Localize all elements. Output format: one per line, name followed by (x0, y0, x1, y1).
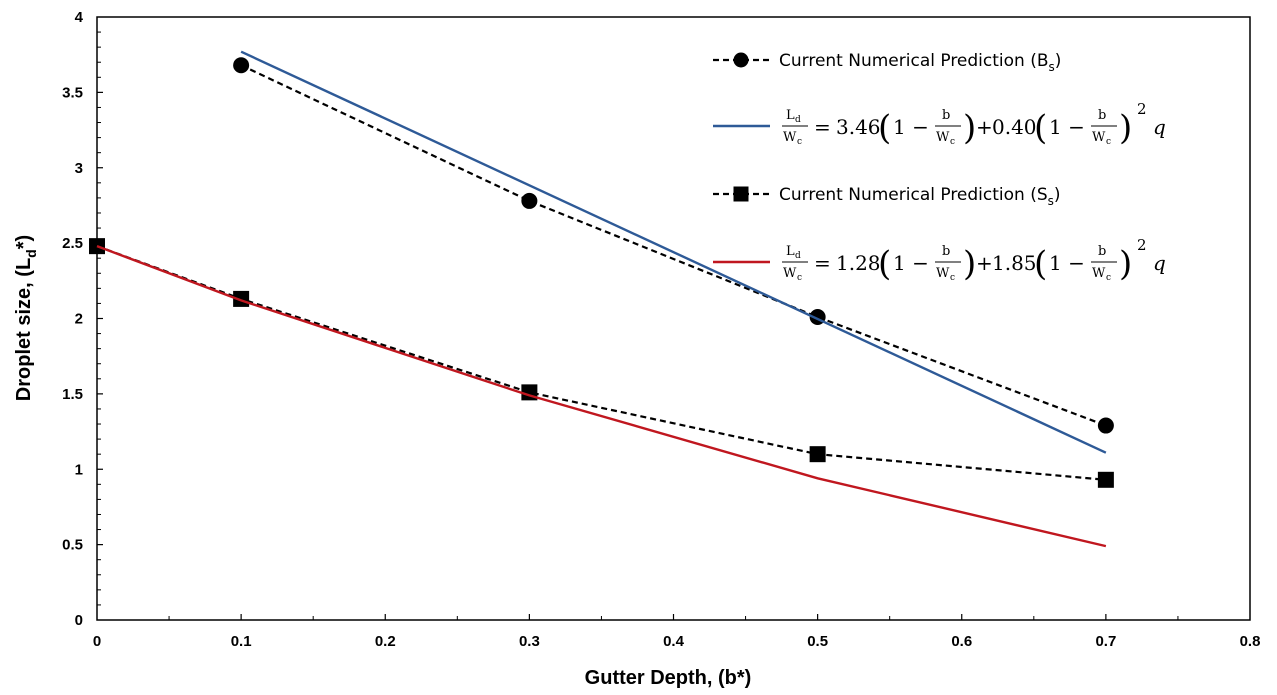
data-point-square (733, 186, 749, 202)
eq-coef1: 1.28 (836, 251, 881, 275)
eq-frac-denominator-sub-2: c (1106, 273, 1111, 283)
y-tick-label: 3.5 (62, 84, 83, 101)
eq-open-paren-1: ( (878, 244, 891, 284)
eq-close-paren-2: ) (1119, 108, 1132, 148)
y-tick-label: 0 (75, 612, 83, 629)
eq-coef2: 1.85 (992, 251, 1037, 275)
eq-open-paren-2: ( (1034, 244, 1047, 284)
eq-one-minus-1: 1 − (893, 115, 929, 139)
data-point-square (1097, 471, 1114, 488)
x-tick-label: 0.2 (375, 633, 396, 650)
legend-label-sub: s (1049, 60, 1055, 74)
eq-close-paren-1: ) (963, 244, 976, 284)
y-axis-label-sub: d (23, 249, 39, 258)
eq-frac-numerator-1: b (942, 244, 950, 259)
fit-line-1 (240, 50, 1107, 454)
legend-label-end: ) (1055, 51, 1062, 71)
eq-coef2: 0.40 (992, 115, 1037, 139)
eq-plus: + (976, 115, 993, 139)
series-layer (89, 50, 1114, 548)
x-tick-label: 0.6 (951, 633, 972, 650)
legend: Current Numerical Prediction (Bs)L dW c= 3.… (713, 51, 1166, 284)
eq-lhs-numerator: L (786, 244, 795, 259)
legend-label-main: Current Numerical Prediction (B (779, 51, 1049, 71)
y-tick-label: 2 (75, 311, 83, 328)
eq-lhs-numerator: L (786, 108, 795, 123)
eq-frac-denominator-sub-1: c (950, 137, 955, 147)
eq-lhs-numerator-sub: d (795, 115, 801, 125)
eq-open-paren-1: ( (878, 108, 891, 148)
y-axis-label-main: Droplet size, (L (13, 258, 35, 401)
eq-frac-denominator-1: W (936, 266, 950, 281)
eq-equals: = (814, 251, 831, 275)
eq-open-paren-2: ( (1034, 108, 1047, 148)
eq-frac-denominator-2: W (1092, 130, 1106, 145)
eq-lhs-denominator: W (783, 266, 797, 281)
data-point-square (809, 446, 826, 463)
data-point-circle (1097, 417, 1114, 434)
data-point-circle (733, 52, 749, 68)
y-tick-label: 1 (75, 461, 83, 478)
eq-frac-numerator-2: b (1098, 244, 1106, 259)
eq-one-minus-2: 1 − (1049, 115, 1085, 139)
x-tick-label: 0.3 (519, 633, 540, 650)
legend-label-end: ) (1054, 185, 1061, 205)
x-tick-label: 0.8 (1240, 633, 1261, 650)
prediction-line-0 (240, 64, 1107, 427)
x-tick-label: 0 (93, 633, 101, 650)
eq-frac-denominator-1: W (936, 130, 950, 145)
legend-label-main: Current Numerical Prediction (S (779, 185, 1048, 205)
eq-frac-denominator-sub-1: c (950, 273, 955, 283)
eq-frac-denominator-2: W (1092, 266, 1106, 281)
eq-lhs-denominator-sub: c (797, 273, 802, 283)
eq-frac-denominator-sub-2: c (1106, 137, 1111, 147)
legend-label-0: Current Numerical Prediction (Bs) (779, 51, 1061, 74)
legend-label-2: Current Numerical Prediction (Ss) (779, 185, 1061, 208)
y-axis-label: Droplet size, (Ld*) (13, 235, 39, 401)
y-axis-label-end: *) (13, 235, 35, 249)
eq-equals: = (814, 115, 831, 139)
y-tick-label: 4 (75, 9, 84, 26)
eq-one-minus-2: 1 − (1049, 251, 1085, 275)
eq-q: q (1153, 115, 1166, 139)
y-tick-label: 2.5 (62, 235, 83, 252)
plot-area-frame (96, 16, 1251, 621)
eq-lhs-denominator: W (783, 130, 797, 145)
x-axis-label: Gutter Depth, (b*) (585, 667, 752, 689)
eq-close-paren-2: ) (1119, 244, 1132, 284)
eq-coef1: 3.46 (836, 115, 881, 139)
y-tick-label: 1.5 (62, 386, 83, 403)
x-tick-label: 0.7 (1095, 633, 1116, 650)
eq-frac-numerator-2: b (1098, 108, 1106, 123)
eq-power: 2 (1137, 236, 1147, 254)
eq-one-minus-1: 1 − (893, 251, 929, 275)
legend-label-sub: s (1048, 194, 1054, 208)
data-point-circle (521, 192, 538, 209)
x-tick-label: 0.4 (663, 633, 685, 650)
data-point-circle (233, 57, 250, 74)
axis-ticks: 0 0.1 0.2 0.3 0.4 0.5 0.6 0.7 0.8 0 0.5 1 1.5 2 2.5 3 3.… (62, 9, 1260, 650)
eq-frac-numerator-1: b (942, 108, 950, 123)
x-tick-label: 0.1 (231, 633, 252, 650)
fit-line-3 (96, 245, 1107, 548)
eq-plus: + (976, 251, 993, 275)
eq-close-paren-1: ) (963, 108, 976, 148)
eq-q: q (1153, 251, 1166, 275)
y-tick-label: 3 (75, 160, 83, 177)
eq-lhs-denominator-sub: c (797, 137, 802, 147)
y-tick-label: 0.5 (62, 537, 83, 554)
x-tick-label: 0.5 (807, 633, 828, 650)
eq-power: 2 (1137, 100, 1147, 118)
eq-lhs-numerator-sub: d (795, 251, 801, 261)
